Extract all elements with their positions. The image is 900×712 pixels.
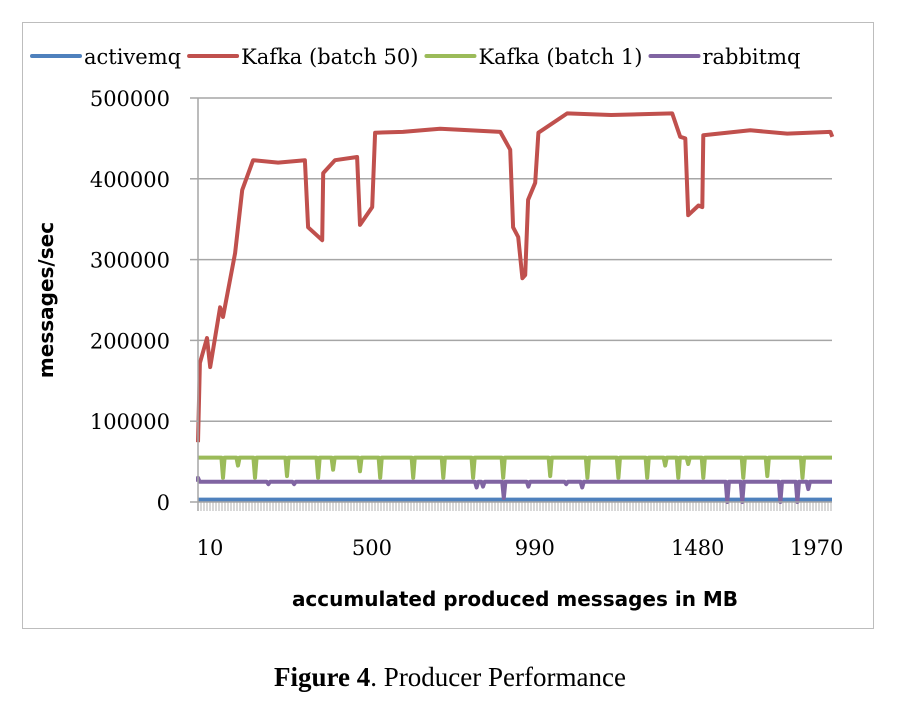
legend: activemq Kafka (batch 50) Kafka (batch 1) r… — [30, 45, 800, 69]
y-tick-label: 100000 — [90, 410, 170, 434]
x-tick-label: 1480 — [671, 536, 724, 560]
y-axis-label: messages/sec — [34, 222, 58, 378]
x-tick-label: 10 — [197, 536, 224, 560]
x-axis-label: accumulated produced messages in MB — [292, 587, 738, 611]
y-tick-label: 400000 — [90, 168, 170, 192]
gridlines — [198, 97, 832, 422]
series-lines — [196, 111, 835, 504]
legend-label-kafka-batch-1: Kafka (batch 1) — [478, 45, 642, 69]
y-tick-label: 500000 — [90, 87, 170, 111]
x-tick-label: 990 — [515, 536, 555, 560]
figure-title: . Producer Performance — [370, 662, 626, 692]
legend-label-rabbitmq: rabbitmq — [702, 45, 800, 69]
tick-labels: 0 100000 200000 300000 400000 500000 10 500 990 1… — [90, 87, 843, 560]
y-tick-label: 300000 — [90, 249, 170, 273]
x-minor-ticks — [197, 502, 832, 511]
series-line-kafka-batch-1 — [198, 455, 832, 480]
axes — [190, 97, 832, 511]
series-line-kafka-batch-50 — [196, 111, 835, 443]
series-line-rabbitmq — [196, 475, 832, 504]
figure-caption: Figure 4. Producer Performance — [0, 662, 900, 693]
y-tick-label: 0 — [157, 491, 170, 515]
legend-label-activemq: activemq — [84, 45, 181, 69]
chart-frame — [22, 22, 874, 629]
legend-label-kafka-batch-50: Kafka (batch 50) — [241, 45, 418, 69]
y-tick-label: 200000 — [90, 329, 170, 353]
figure-label: Figure 4 — [274, 662, 371, 692]
x-tick-label: 1970 — [790, 536, 843, 560]
x-tick-label: 500 — [352, 536, 392, 560]
